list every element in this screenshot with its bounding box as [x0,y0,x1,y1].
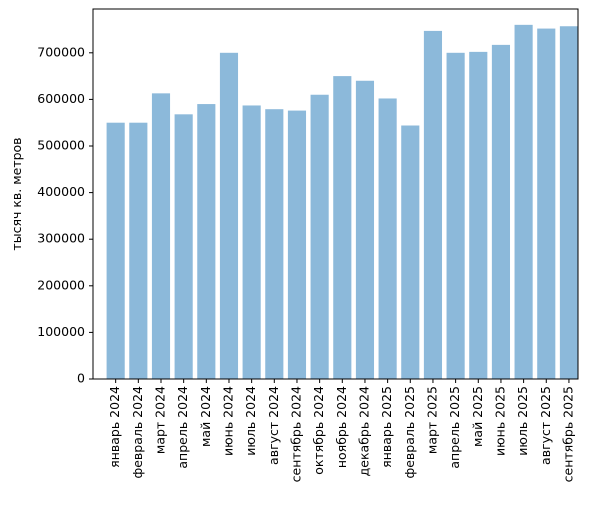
bar [378,98,397,379]
bar [287,110,307,379]
x-tick-label: август 2024 [266,386,281,465]
bar [446,52,465,379]
x-tick-label: январь 2025 [379,386,394,468]
x-tick-label: июль 2024 [243,386,258,456]
bar [174,114,193,379]
x-tick-label: март 2024 [152,386,167,454]
x-tick-label: февраль 2025 [402,386,417,478]
bar [537,28,556,380]
x-tick-label: март 2025 [424,386,439,454]
y-tick-label: 500000 [37,138,85,153]
bar [423,30,443,379]
bar [559,26,578,379]
bar [333,76,352,379]
bars-group [106,24,578,380]
bar [355,80,375,380]
x-tick-label: апрель 2024 [175,386,190,469]
bar [469,51,488,380]
bar [151,93,171,379]
bar [129,122,148,380]
y-tick-label: 0 [77,371,85,386]
x-tick-label: июнь 2025 [492,386,507,456]
bar [242,105,261,379]
x-axis: январь 2024 февраль 2024 март 2024 апрель 2… [107,379,575,482]
y-axis-label: тысяч кв. метров [9,137,24,250]
x-tick-label: октябрь 2024 [311,386,326,475]
bar [265,109,284,380]
y-tick-label: 100000 [37,324,85,339]
y-axis: 0 100000 200000 300000 400000 500000 600000 700… [37,44,93,386]
bar [401,125,420,379]
x-tick-label: июнь 2024 [220,386,235,456]
x-tick-label: май 2025 [470,386,485,447]
bar [310,94,329,379]
x-tick-label: январь 2024 [107,386,122,468]
x-tick-label: декабрь 2024 [356,386,371,476]
x-tick-label: август 2025 [538,386,553,465]
x-tick-label: июль 2025 [515,386,530,456]
y-tick-label: 700000 [37,44,85,59]
bar [197,104,216,379]
y-tick-label: 400000 [37,184,85,199]
y-tick-label: 600000 [37,91,85,106]
y-tick-label: 300000 [37,231,85,246]
x-tick-label: апрель 2025 [447,386,462,469]
bar [219,52,239,379]
y-tick-label: 200000 [37,277,85,292]
x-tick-label: май 2024 [198,386,213,447]
x-tick-label: сентябрь 2025 [560,386,575,482]
bar [491,44,511,379]
plot-frame [92,8,579,380]
x-tick-label: сентябрь 2024 [288,386,303,482]
bar [514,24,533,379]
bar [106,122,125,380]
x-tick-label: ноябрь 2024 [334,386,349,468]
x-tick-label: февраль 2024 [130,386,145,479]
